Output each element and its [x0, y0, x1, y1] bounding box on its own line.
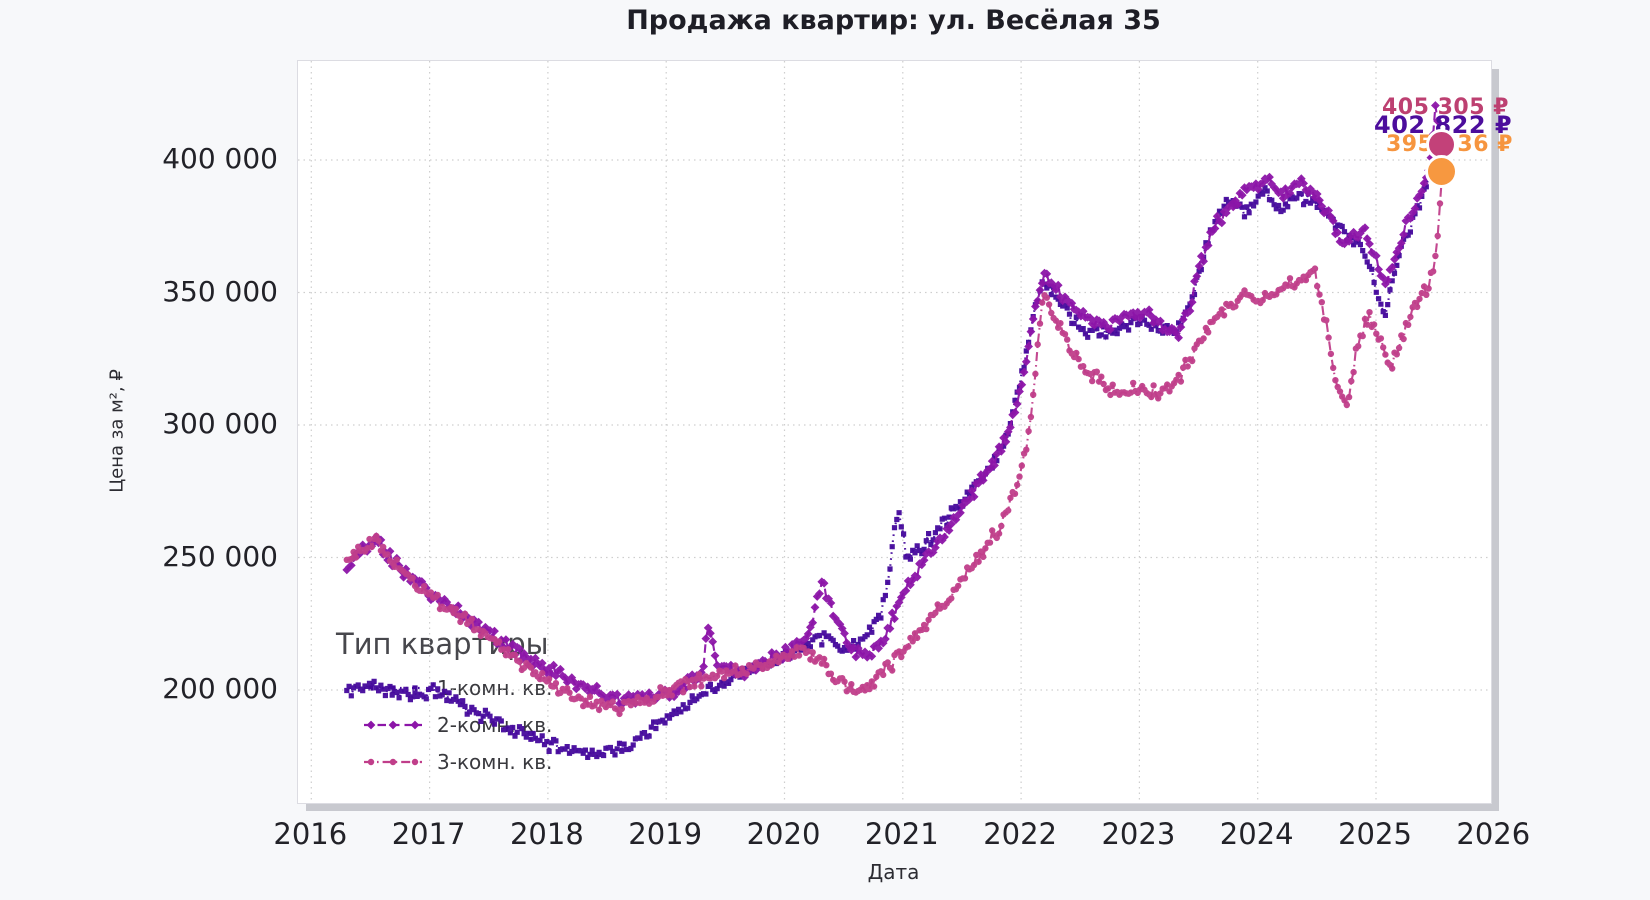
x-tick-label: 2016	[273, 817, 348, 851]
legend-swatch-1room-dotted-line-icon	[364, 684, 422, 691]
x-tick-label: 2025	[1338, 817, 1412, 851]
final-price-label-2room: 405 305 ₽	[1382, 95, 1509, 120]
y-tick-label: 200 000	[162, 672, 278, 705]
x-axis-title: Дата	[867, 860, 920, 884]
series-markers-2room	[342, 101, 1447, 710]
series-line-1room	[345, 152, 1444, 760]
y-tick-label: 300 000	[162, 407, 278, 440]
y-tick-label: 350 000	[162, 274, 278, 308]
y-axis-title: Цена за м², ₽	[106, 369, 128, 493]
legend-swatch-2room-dashed-line-icon	[364, 720, 422, 729]
x-tick-label: 2024	[1219, 817, 1294, 851]
legend-swatch-3room-dashdot-line-icon	[364, 758, 422, 765]
x-tick-label: 2022	[983, 817, 1057, 851]
legend-item-3room: 3-комн. кв.	[336, 743, 552, 780]
x-tick-label: 2020	[746, 817, 821, 851]
y-tick-label: 400 000	[162, 142, 278, 175]
end-marker-3room	[1424, 155, 1458, 189]
x-tick-label: 2019	[628, 817, 703, 851]
x-tick-label: 2023	[1101, 817, 1176, 851]
plot-area: Тип квартиры 1-комн. кв. 2-комн. кв. 3-к…	[297, 60, 1492, 804]
series-line-3room	[346, 172, 1444, 717]
x-tick-label: 2017	[391, 817, 466, 851]
x-tick-label: 2026	[1456, 817, 1531, 851]
x-tick-label: 2018	[509, 817, 584, 851]
legend-label-3room: 3-комн. кв.	[437, 749, 553, 774]
y-tick-label: 250 000	[162, 539, 278, 573]
chart-canvas	[298, 61, 1491, 803]
series-markers-1room	[344, 149, 1445, 760]
x-tick-label: 2021	[864, 817, 939, 851]
series-markers-3room	[343, 169, 1446, 718]
chart-title: Продажа квартир: ул. Весёлая 35	[626, 5, 1161, 36]
